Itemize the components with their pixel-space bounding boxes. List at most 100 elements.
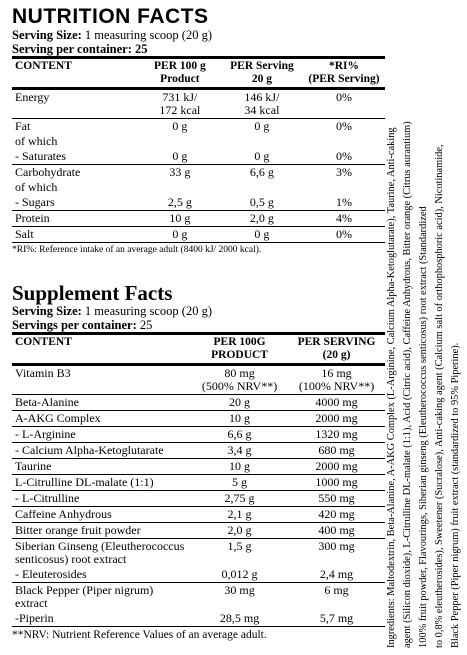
cell [221,180,303,195]
header-row: CONTENT PER 100 g Product PER Serving 20 g… [12,57,385,90]
cell: 2,4 mg [319,567,354,581]
header-cell: PER Serving 20 g [220,57,303,90]
cell: 2,5 g [167,195,192,209]
servings: Servings per container: 25 [12,318,385,332]
footnote: *RI%: Reference intake of an average adu… [12,242,385,257]
cell: 2000 mg [315,459,358,473]
row-group: Vitamin B3 80 mg (500% NRV**) 16 mg (100% … [12,365,385,395]
row: - L-Arginine 6,6 g 1320 mg [12,427,385,443]
cell: 10 g [229,411,251,425]
row: Bitter orange fruit powder 2,0 g 400 mg [12,523,385,539]
serving: Serving Size: 1 measuring scoop (20 g) [12,28,385,42]
cell: Carbohydrate [15,165,81,179]
cell: 1,5 g [227,539,252,553]
row-group: Black Pepper (Piper nigrum) extract 30 mg… [12,582,385,627]
row: - Calcium Alpha-Ketoglutarate 3,4 g 680 mg [12,443,385,459]
header-cell: PER SERVING (20 g) [288,333,385,366]
cell: 0 g [254,149,270,163]
ingredients-line: to 0,8% eleutherosides), Sweetener (Sucr… [434,144,445,648]
row-group: Energy 731 kJ/ 172 kcal 146 kJ/ 34 kcal 0% [12,89,385,119]
row-group: Carbohydrate 33 g 6,6 g 3% of which - Sugars 2… [12,164,385,211]
row-group: Caffeine Anhydrous 2,1 g 420 mg [12,506,385,523]
cell: 10 g [229,459,251,473]
label: Serving Size: [12,304,82,318]
ingredients-line: 100% fruit powder, Flavourings, Siberian… [418,206,429,648]
cell: 300 mg [318,539,355,553]
row: -Piperin 28,5 mg 5,7 mg [12,611,385,627]
row: Vitamin B3 80 mg (500% NRV**) 16 mg (100% … [12,365,385,395]
cell: 400 mg [318,523,355,537]
cell: - Calcium Alpha-Ketoglutarate [15,443,164,457]
cell: 1000 mg [315,475,358,489]
cell: Bitter orange fruit powder [15,523,141,537]
cell: 6,6 g [227,427,252,441]
cell [139,134,221,149]
cell: Salt [15,227,34,241]
ingredients-line: Black Pepper (Piper nigrum) fruit extrac… [450,342,461,648]
cell: 0 g [254,227,270,241]
cell: 5 g [232,475,248,489]
cell [303,180,385,195]
cell: 3% [335,165,352,179]
row: Taurine 10 g 2000 mg [12,459,385,475]
cell: Fat [15,119,31,133]
cell: 2,0 g [249,211,274,225]
cell: 16 mg (100% NRV**) [298,366,375,393]
row: of which [12,180,385,195]
cell: 680 mg [318,443,355,457]
cell: 731 kJ/ 172 kcal [159,90,201,117]
row: - Sugars 2,5 g 0,5 g 1% [12,195,385,211]
cell: Protein [15,211,50,225]
row: Beta-Alanine 20 g 4000 mg [12,395,385,411]
header: CONTENT PER 100G PRODUCT PER SERVING (20 g… [12,333,385,366]
serving: Serving Size: 1 measuring scoop (20 g) [12,304,385,318]
cell: - Saturates [15,149,66,163]
row-group: Salt 0 g 0 g 0% [12,226,385,243]
cell: - Sugars [15,195,55,209]
value: 1 measuring scoop (20 g) [84,28,212,42]
row-group: Protein 10 g 2,0 g 4% [12,210,385,227]
cell: 2,75 g [224,491,255,505]
cell: 4% [335,211,352,225]
row: Carbohydrate 33 g 6,6 g 3% [12,165,385,181]
cell: 28,5 mg [219,611,260,625]
cell: 0% [335,227,352,241]
cell: 1% [335,195,352,209]
footnote: **NRV: Nutrient Reference Values of an a… [12,629,267,641]
cell: 3,4 g [227,443,252,457]
row-group: Beta-Alanine 20 g 4000 mg [12,394,385,411]
cell: 1320 mg [315,427,358,441]
label: Servings per container: [12,318,137,332]
cell: 30 mg [224,583,255,597]
title: Supplement Facts [12,281,173,305]
row: A-AKG Complex 10 g 2000 mg [12,411,385,427]
supplement-panel: Supplement Facts Serving Size: 1 measuri… [12,282,385,643]
row: Salt 0 g 0 g 0% [12,227,385,243]
cell: 5,7 mg [319,611,354,625]
cell: 4000 mg [315,395,358,409]
cell: 2,1 g [227,507,252,521]
label: Serving per container: [12,42,132,56]
row-group: Siberian Ginseng (Eleutherococcus sentic… [12,538,385,583]
cell [303,134,385,149]
cell: L-Citrulline DL-malate (1:1) [15,475,154,489]
cell: 80 mg (500% NRV**) [201,366,278,393]
row: Siberian Ginseng (Eleutherococcus sentic… [12,539,385,568]
cell: 6 mg [324,583,349,597]
cell: Vitamin B3 [15,366,71,380]
label: Serving Size: [12,28,82,42]
header-cell: PER 100 g Product [138,57,221,90]
cell: 0% [335,119,352,133]
value: 1 measuring scoop (20 g) [84,304,212,318]
cell: - L-Arginine [15,427,76,441]
cell: -Piperin [15,611,54,625]
row: Caffeine Anhydrous 2,1 g 420 mg [12,507,385,523]
row: Energy 731 kJ/ 172 kcal 146 kJ/ 34 kcal 0% [12,89,385,119]
row-group: - Calcium Alpha-Ketoglutarate 3,4 g 680 mg [12,442,385,459]
cell: 0% [335,149,352,163]
nutrition-panel: NUTRITION FACTS Serving Size: 1 measurin… [12,6,385,257]
cell [221,134,303,149]
cell: - Eleuterosides [15,567,87,581]
header: CONTENT PER 100 g Product PER Serving 20 g… [12,57,385,90]
